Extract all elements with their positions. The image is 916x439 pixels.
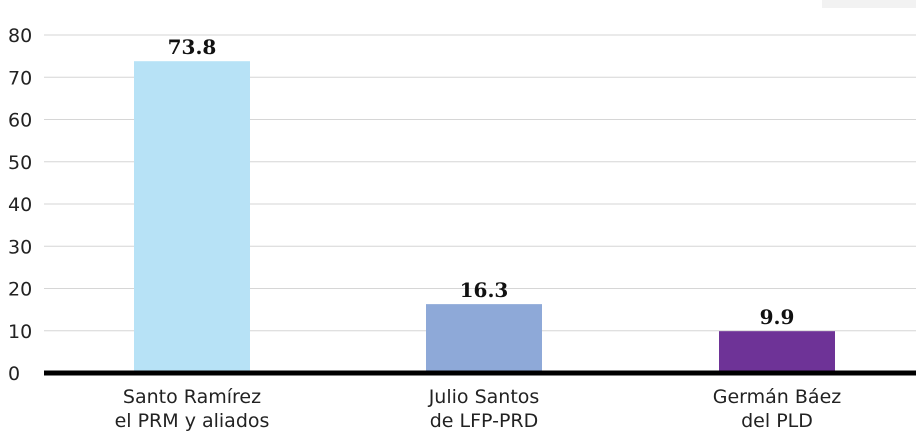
corner-tab	[822, 0, 916, 8]
x-tick-label: Santo Ramírez	[123, 386, 261, 408]
y-tick-label: 0	[8, 363, 20, 385]
y-tick-label: 40	[8, 194, 32, 216]
y-tick-label: 10	[8, 321, 32, 343]
y-tick-label: 20	[8, 279, 32, 301]
y-tick-label: 60	[8, 110, 32, 132]
x-tick-label: de LFP-PRD	[430, 410, 539, 432]
bar	[719, 331, 835, 373]
bars	[134, 61, 835, 373]
y-tick-label: 50	[8, 152, 32, 174]
y-tick-label: 30	[8, 236, 32, 258]
y-axis: 0 10 20 30 40 50 60 70 80	[8, 25, 32, 385]
data-label: 16.3	[460, 278, 509, 302]
bar	[134, 61, 250, 373]
data-label: 9.9	[760, 305, 795, 329]
y-tick-label: 80	[8, 25, 32, 47]
x-tick-label: Germán Báez	[713, 386, 841, 408]
x-tick-label: el PRM y aliados	[115, 410, 270, 432]
value-labels: 73.8 16.3 9.9	[168, 35, 795, 329]
x-tick-label: del PLD	[741, 410, 813, 432]
y-tick-label: 70	[8, 67, 32, 89]
bar	[426, 304, 542, 373]
data-label: 73.8	[168, 35, 217, 59]
x-tick-label: Julio Santos	[428, 386, 540, 408]
